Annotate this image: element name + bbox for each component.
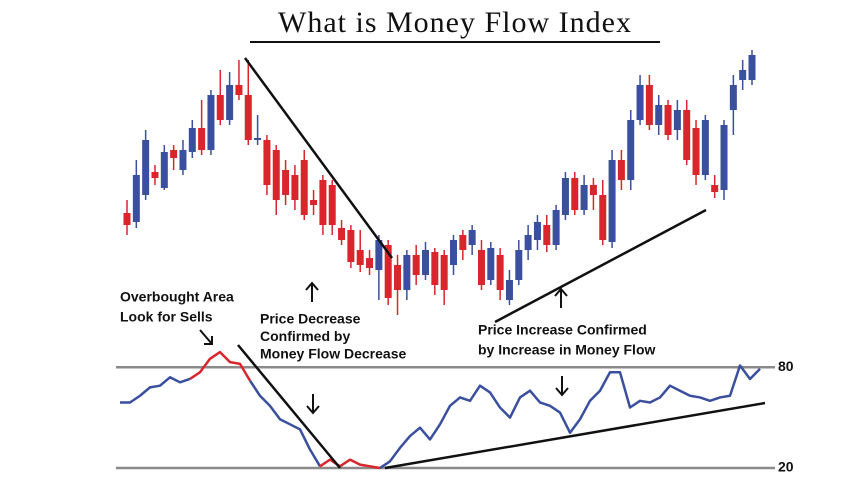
- annotation: Price Decrease: [260, 311, 361, 327]
- candle-body: [338, 228, 346, 240]
- candles: [123, 50, 756, 315]
- candle-body: [701, 120, 709, 175]
- annotation: Price Increase Confirmed: [478, 322, 647, 338]
- candle-body: [505, 280, 513, 300]
- candle-body: [711, 185, 719, 192]
- annotation: by Increase in Money Flow: [478, 342, 655, 358]
- candle-body: [179, 150, 187, 170]
- candle-body: [673, 110, 681, 130]
- candle-body: [310, 200, 318, 205]
- candle-body: [748, 55, 756, 80]
- candle-body: [561, 178, 569, 215]
- candle-body: [543, 225, 551, 245]
- candle-body: [291, 175, 299, 200]
- candle-body: [132, 175, 140, 222]
- candle-body: [347, 230, 355, 262]
- candle-body: [412, 255, 420, 275]
- up-arrow: [305, 281, 319, 302]
- candle-body: [645, 85, 653, 125]
- mfi-line: [120, 364, 761, 470]
- candle-body: [617, 160, 625, 180]
- candle-body: [263, 140, 271, 185]
- candle-body: [123, 213, 131, 225]
- candle-body: [254, 138, 262, 140]
- annotation: Money Flow Decrease: [260, 346, 406, 362]
- pointer-arrow: [199, 329, 213, 345]
- mfi-line: [189, 350, 381, 470]
- candle-body: [636, 85, 644, 120]
- candle-body: [198, 128, 206, 150]
- annotation: Look for Sells: [120, 309, 213, 325]
- candle-body: [272, 150, 280, 200]
- candle-body: [449, 240, 457, 265]
- candle-body: [366, 258, 374, 268]
- annotations: Overbought Area Look for Sells Price Decre…: [120, 289, 655, 362]
- mfi-panel: 80 20: [116, 350, 794, 475]
- candle-body: [496, 255, 504, 290]
- candle-body: [216, 95, 224, 120]
- candle-body: [384, 245, 392, 298]
- candle-body: [282, 170, 290, 195]
- candle-body: [664, 105, 672, 135]
- candle-body: [580, 185, 588, 210]
- down-arrow: [555, 376, 569, 397]
- candle-body: [160, 152, 168, 188]
- candle-body: [440, 255, 448, 290]
- candle-body: [394, 265, 402, 290]
- candle-body: [207, 95, 215, 150]
- candle-body: [487, 248, 495, 280]
- y-tick-label: 80: [778, 358, 794, 374]
- candle-body: [589, 185, 597, 195]
- candle-body: [524, 235, 532, 250]
- candle-body: [459, 235, 467, 250]
- candle-body: [142, 140, 150, 195]
- annotation: Overbought Area: [120, 289, 234, 305]
- candle-body: [151, 172, 159, 178]
- candle-body: [608, 160, 616, 242]
- candle-body: [655, 105, 663, 125]
- annotation: Confirmed by: [260, 328, 350, 344]
- up-arrow: [554, 287, 568, 308]
- y-tick-label: 20: [778, 459, 794, 475]
- candle-body: [739, 70, 747, 80]
- candle-body: [356, 250, 364, 265]
- trend-line: [237, 344, 341, 469]
- candle-body: [599, 195, 607, 240]
- candle-body: [188, 128, 196, 152]
- candle-body: [533, 222, 541, 240]
- candle-body: [552, 210, 560, 245]
- candle-body: [170, 150, 178, 158]
- candle-body: [571, 178, 579, 210]
- candle-body: [403, 255, 411, 290]
- candle-body: [627, 120, 635, 180]
- trend-line: [384, 401, 766, 470]
- candle-body: [319, 180, 327, 225]
- candle-body: [226, 85, 234, 120]
- candle-body: [515, 250, 523, 280]
- candle-body: [720, 125, 728, 190]
- candle-body: [235, 85, 243, 95]
- candle-body: [431, 252, 439, 285]
- trend-line: [494, 208, 707, 324]
- chart-title: What is Money Flow Index: [278, 6, 632, 39]
- candle-body: [422, 250, 430, 275]
- candle-body: [328, 185, 336, 225]
- candle-body: [300, 160, 308, 215]
- candle-body: [477, 250, 485, 285]
- candle-body: [375, 240, 383, 270]
- candle-body: [729, 85, 737, 110]
- candle-body: [244, 95, 252, 140]
- candle-body: [468, 230, 476, 245]
- trend-line: [243, 57, 394, 259]
- down-arrow: [306, 394, 320, 415]
- candle-body: [692, 128, 700, 175]
- candle-body: [683, 110, 691, 160]
